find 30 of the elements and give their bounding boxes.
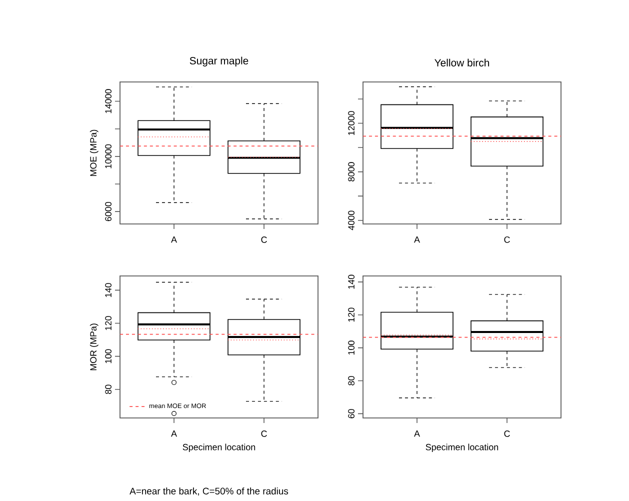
y-tick-label: 10000 <box>105 144 112 168</box>
y-tick-label: 14000 <box>105 89 112 114</box>
y-axis-title: MOE (MPa) <box>90 130 98 176</box>
y-tick-label: 6000 <box>105 202 112 222</box>
y-tick-label: 140 <box>348 274 354 289</box>
x-tick-label: A <box>171 430 177 437</box>
x-tick-label: A <box>171 236 177 243</box>
chart-title: Sugar maple <box>190 56 248 66</box>
y-tick-label: 120 <box>105 316 112 330</box>
x-tick-label: C <box>261 236 267 243</box>
y-tick-label: 60 <box>348 409 354 418</box>
y-tick-label: 8000 <box>348 162 354 182</box>
x-tick-label: A <box>414 430 420 437</box>
y-tick-label: 140 <box>105 283 112 297</box>
y-tick-label: 100 <box>105 349 112 364</box>
x-tick-label: C <box>261 430 267 437</box>
x-axis-title: Specimen location <box>182 444 256 452</box>
y-tick-label: 12000 <box>348 111 354 136</box>
x-tick-label: C <box>504 430 510 437</box>
y-tick-label: 4000 <box>348 210 354 230</box>
y-axis-title: MOR (MPa) <box>90 324 98 370</box>
y-tick-label: 120 <box>348 308 354 322</box>
chart-title: Yellow birch <box>434 58 490 66</box>
x-tick-label: A <box>414 236 420 243</box>
x-axis-title: Specimen location <box>426 444 498 452</box>
x-tick-label: C <box>504 236 510 243</box>
text: A=near the bark, C=50% of the radius <box>130 488 288 496</box>
y-tick-label: 100 <box>348 340 354 355</box>
y-tick-label: 80 <box>105 384 112 394</box>
y-tick-label: 80 <box>348 376 354 386</box>
